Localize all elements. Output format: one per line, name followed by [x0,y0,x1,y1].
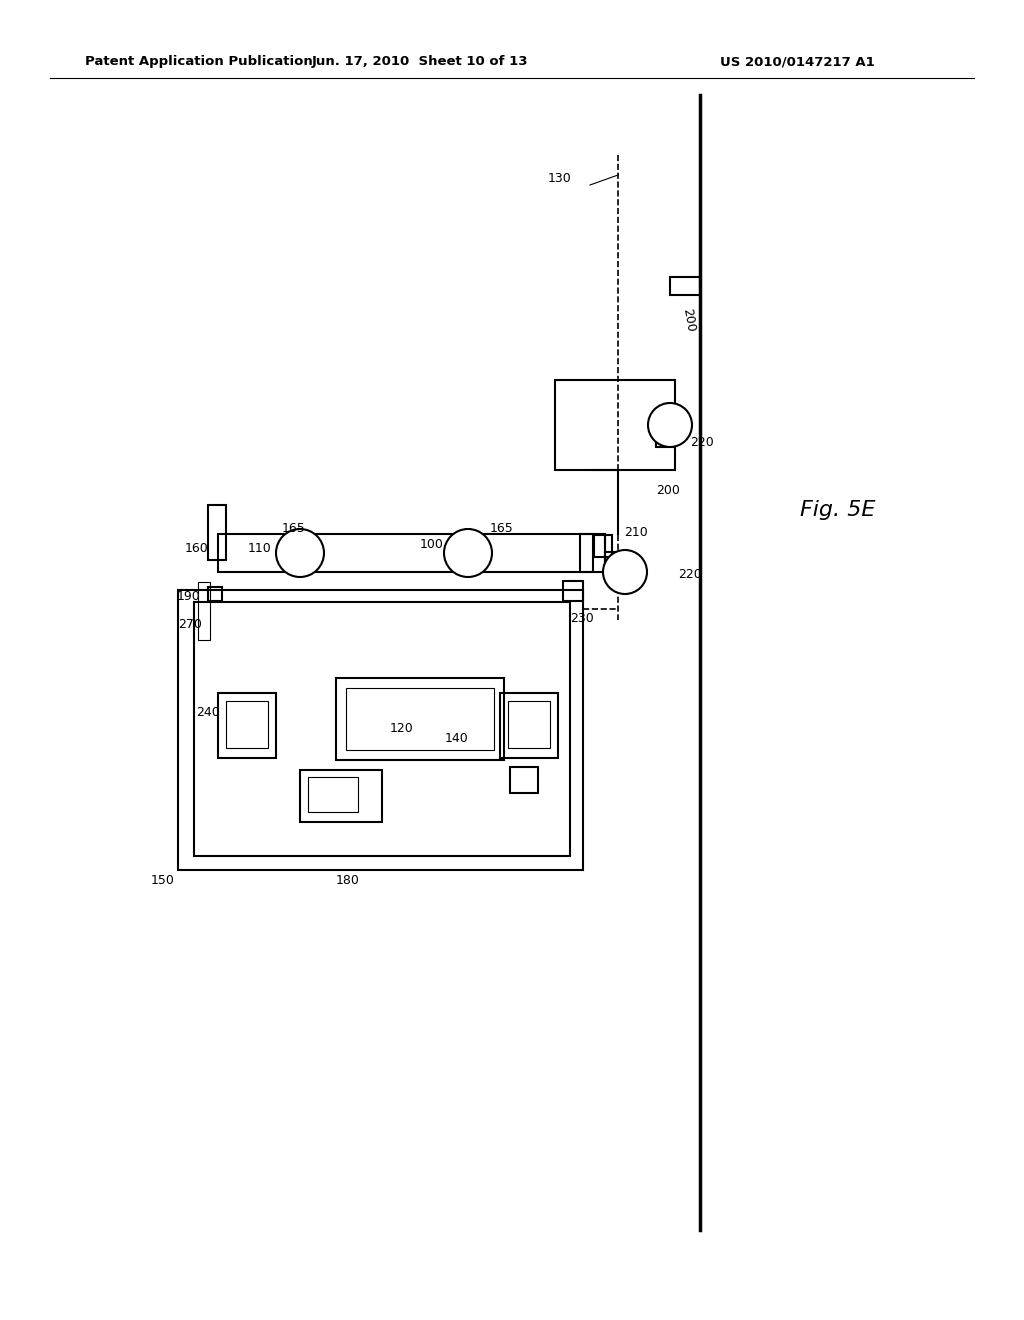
Bar [670,277,700,294]
Text: 190: 190 [176,590,200,602]
Bar [500,693,558,758]
Text: 100: 100 [420,539,443,552]
Text: 220: 220 [678,569,701,582]
Text: Jun. 17, 2010  Sheet 10 of 13: Jun. 17, 2010 Sheet 10 of 13 [311,55,528,69]
Bar [208,587,222,601]
Bar [510,767,538,793]
Text: 240: 240 [197,705,220,718]
Bar [178,590,583,870]
Circle shape [444,529,492,577]
Text: 165: 165 [282,521,306,535]
Bar [300,770,382,822]
Bar [218,535,593,572]
Bar [336,678,504,760]
Text: 120: 120 [390,722,414,734]
Circle shape [648,403,692,447]
Text: 230: 230 [570,611,594,624]
Text: 140: 140 [445,731,469,744]
Circle shape [276,529,324,577]
Text: 150: 150 [152,874,175,887]
Bar [555,380,675,470]
Bar [208,506,226,560]
Bar [198,582,210,640]
Text: 160: 160 [184,541,208,554]
Text: 180: 180 [336,874,359,887]
Text: Patent Application Publication: Patent Application Publication [85,55,312,69]
Text: 165: 165 [490,521,514,535]
Bar [594,535,612,557]
Bar [563,581,583,601]
Text: 210: 210 [624,527,648,540]
Text: 220: 220 [690,436,714,449]
Bar [308,777,358,812]
Text: 200: 200 [680,308,697,333]
Circle shape [603,550,647,594]
Text: 270: 270 [178,619,202,631]
Bar [218,693,276,758]
Text: US 2010/0147217 A1: US 2010/0147217 A1 [720,55,874,69]
Text: 200: 200 [656,483,680,496]
Bar [346,688,494,750]
Bar [508,701,550,748]
Text: Fig. 5E: Fig. 5E [800,500,876,520]
Bar [656,425,674,447]
Text: 110: 110 [248,541,271,554]
Bar [194,602,570,855]
Bar [226,701,268,748]
Text: 130: 130 [548,172,571,185]
Bar [580,535,605,572]
